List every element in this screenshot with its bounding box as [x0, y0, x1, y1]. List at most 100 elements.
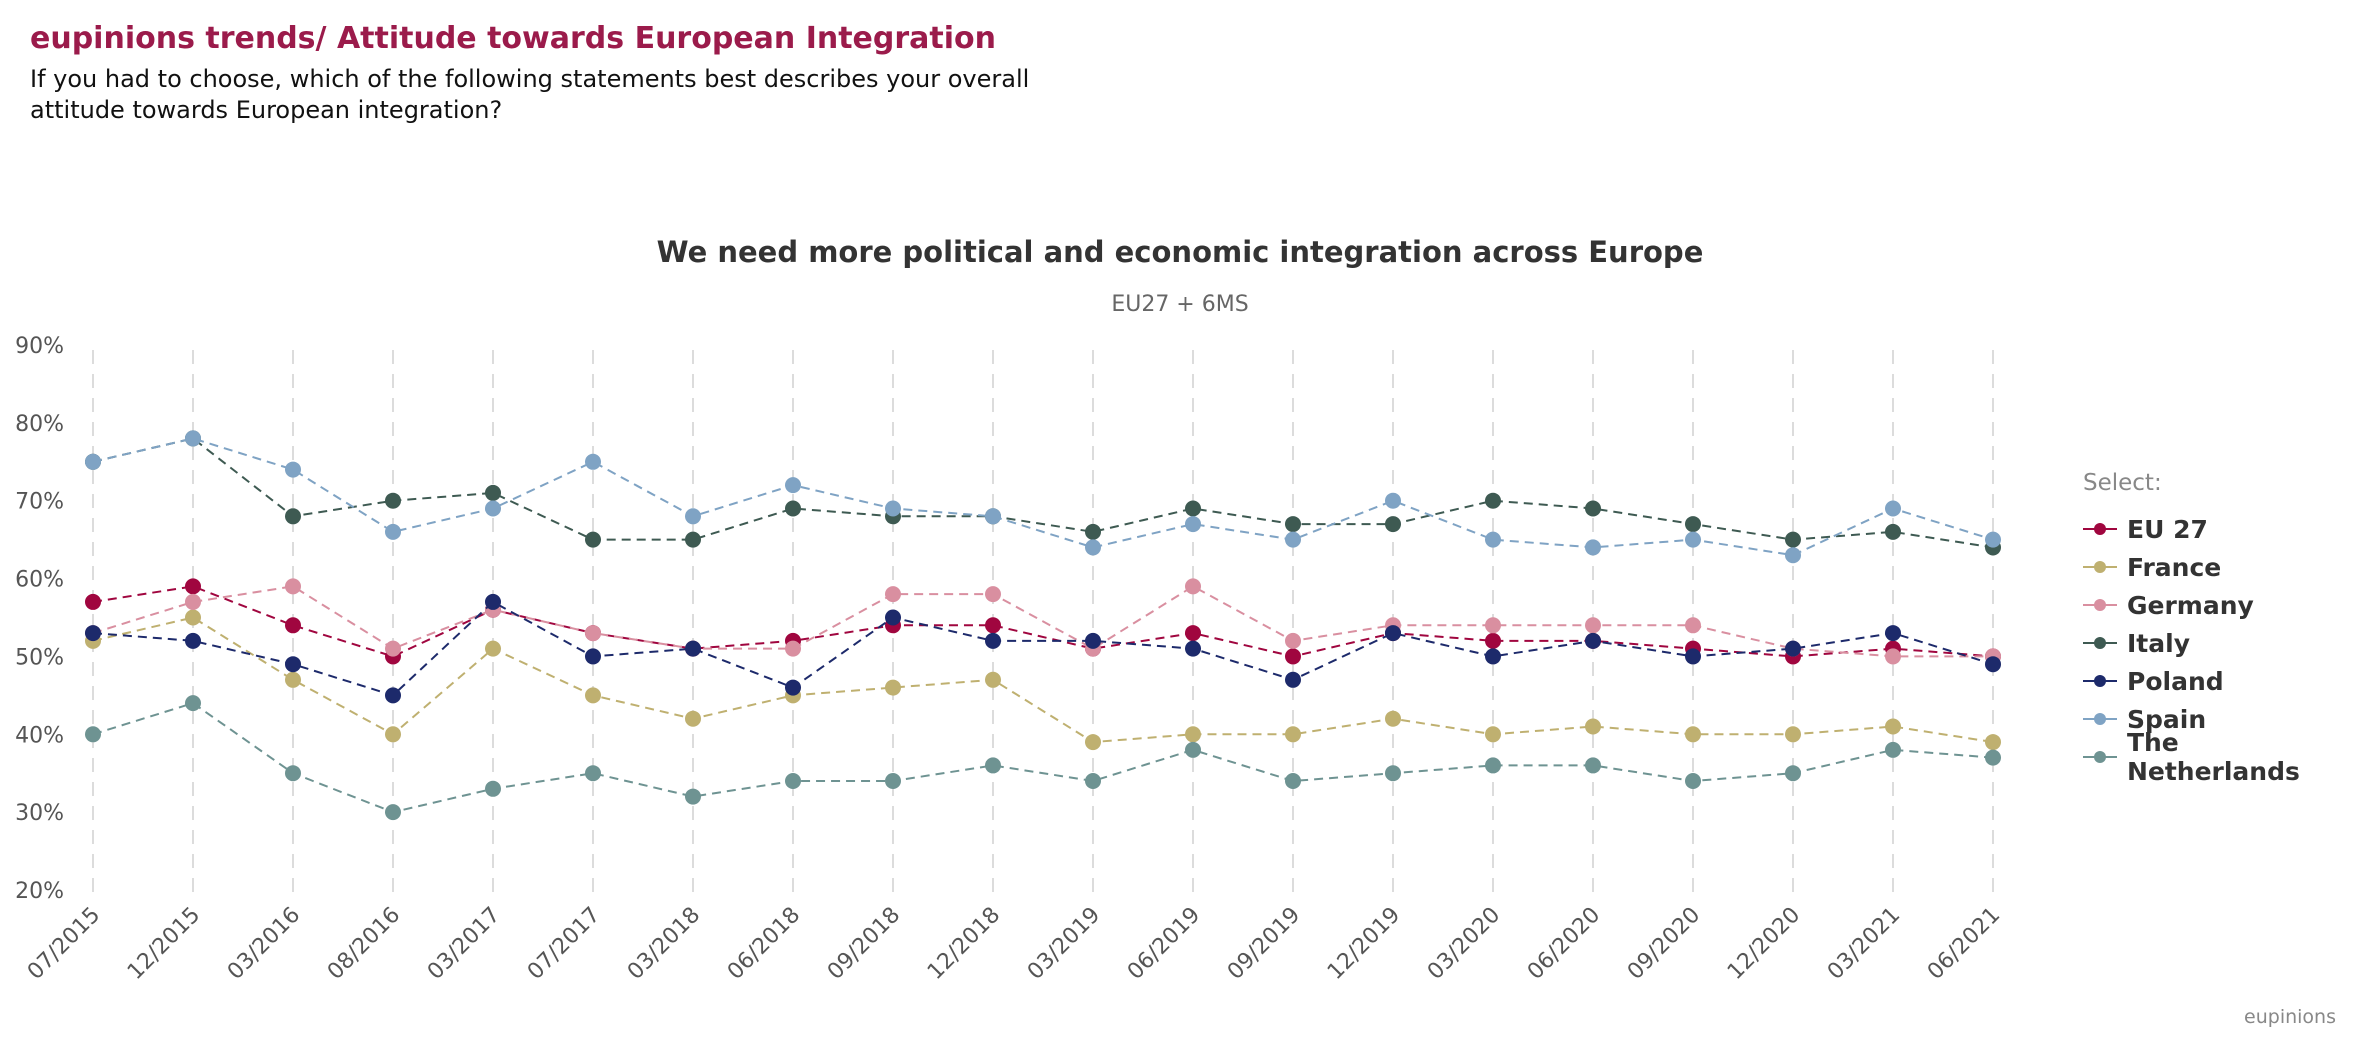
data-point[interactable]	[185, 632, 201, 649]
data-point[interactable]	[485, 640, 501, 657]
data-point[interactable]	[1085, 632, 1101, 649]
data-point[interactable]	[1885, 625, 1901, 642]
legend-item-germany[interactable]: Germany	[2083, 586, 2360, 624]
data-point[interactable]	[785, 679, 801, 696]
data-point[interactable]	[1385, 710, 1401, 727]
data-point[interactable]	[1785, 765, 1801, 782]
data-point[interactable]	[485, 780, 501, 797]
data-point[interactable]	[1685, 726, 1701, 743]
data-point[interactable]	[1285, 632, 1301, 649]
data-point[interactable]	[185, 609, 201, 626]
data-point[interactable]	[1885, 741, 1901, 758]
data-point[interactable]	[1385, 625, 1401, 642]
data-point[interactable]	[1785, 531, 1801, 548]
data-point[interactable]	[685, 531, 701, 548]
legend-item-eu-27[interactable]: EU 27	[2083, 510, 2360, 548]
data-point[interactable]	[385, 640, 401, 657]
data-point[interactable]	[1185, 516, 1201, 533]
data-point[interactable]	[85, 625, 101, 642]
data-point[interactable]	[1685, 516, 1701, 533]
data-point[interactable]	[585, 648, 601, 665]
data-point[interactable]	[1285, 773, 1301, 789]
data-point[interactable]	[985, 671, 1001, 688]
data-point[interactable]	[885, 609, 901, 626]
data-point[interactable]	[285, 765, 301, 782]
data-point[interactable]	[1185, 500, 1201, 517]
data-point[interactable]	[1185, 625, 1201, 642]
data-point[interactable]	[685, 508, 701, 525]
data-point[interactable]	[1585, 539, 1601, 556]
data-point[interactable]	[985, 508, 1001, 525]
data-point[interactable]	[1985, 749, 2001, 766]
data-point[interactable]	[585, 531, 601, 548]
data-point[interactable]	[1985, 734, 2001, 751]
data-point[interactable]	[785, 773, 801, 789]
data-point[interactable]	[785, 640, 801, 657]
data-point[interactable]	[1285, 726, 1301, 743]
data-point[interactable]	[1485, 492, 1501, 509]
data-point[interactable]	[1485, 726, 1501, 743]
data-point[interactable]	[1985, 531, 2001, 548]
data-point[interactable]	[1185, 578, 1201, 595]
data-point[interactable]	[885, 500, 901, 517]
data-point[interactable]	[1685, 617, 1701, 634]
data-point[interactable]	[785, 477, 801, 494]
data-point[interactable]	[1685, 648, 1701, 665]
data-point[interactable]	[1685, 773, 1701, 789]
data-point[interactable]	[885, 773, 901, 789]
data-point[interactable]	[1885, 718, 1901, 735]
data-point[interactable]	[185, 430, 201, 447]
legend-item-the-netherlands[interactable]: The Netherlands	[2083, 728, 2360, 786]
data-point[interactable]	[1185, 726, 1201, 743]
data-point[interactable]	[785, 500, 801, 517]
data-point[interactable]	[1385, 492, 1401, 509]
data-point[interactable]	[285, 578, 301, 595]
data-point[interactable]	[885, 679, 901, 696]
data-point[interactable]	[1285, 516, 1301, 533]
data-point[interactable]	[1185, 640, 1201, 657]
data-point[interactable]	[1785, 726, 1801, 743]
data-point[interactable]	[1885, 523, 1901, 540]
data-point[interactable]	[1085, 734, 1101, 751]
data-point[interactable]	[385, 804, 401, 821]
legend-item-poland[interactable]: Poland	[2083, 662, 2360, 700]
data-point[interactable]	[1385, 765, 1401, 782]
data-point[interactable]	[1285, 671, 1301, 688]
data-point[interactable]	[185, 578, 201, 595]
data-point[interactable]	[1585, 617, 1601, 634]
data-point[interactable]	[385, 726, 401, 743]
legend-item-france[interactable]: France	[2083, 548, 2360, 586]
data-point[interactable]	[685, 710, 701, 727]
data-point[interactable]	[585, 765, 601, 782]
data-point[interactable]	[985, 632, 1001, 649]
data-point[interactable]	[985, 757, 1001, 774]
data-point[interactable]	[485, 500, 501, 517]
data-point[interactable]	[1185, 741, 1201, 758]
data-point[interactable]	[1385, 516, 1401, 533]
data-point[interactable]	[285, 656, 301, 673]
data-point[interactable]	[1785, 547, 1801, 564]
data-point[interactable]	[1285, 531, 1301, 548]
data-point[interactable]	[285, 617, 301, 634]
data-point[interactable]	[585, 453, 601, 470]
data-point[interactable]	[985, 586, 1001, 603]
data-point[interactable]	[285, 461, 301, 478]
data-point[interactable]	[385, 687, 401, 704]
data-point[interactable]	[1285, 648, 1301, 665]
data-point[interactable]	[385, 492, 401, 509]
data-point[interactable]	[585, 625, 601, 642]
data-point[interactable]	[1585, 500, 1601, 517]
data-point[interactable]	[1485, 648, 1501, 665]
data-point[interactable]	[1585, 757, 1601, 774]
data-point[interactable]	[85, 726, 101, 743]
data-point[interactable]	[1085, 523, 1101, 540]
data-point[interactable]	[1485, 757, 1501, 774]
data-point[interactable]	[1585, 718, 1601, 735]
data-point[interactable]	[1085, 539, 1101, 556]
data-point[interactable]	[485, 593, 501, 610]
data-point[interactable]	[1785, 640, 1801, 657]
data-point[interactable]	[1685, 531, 1701, 548]
legend-item-spain[interactable]: Spain	[2083, 700, 2360, 738]
data-point[interactable]	[285, 508, 301, 525]
data-point[interactable]	[185, 695, 201, 712]
